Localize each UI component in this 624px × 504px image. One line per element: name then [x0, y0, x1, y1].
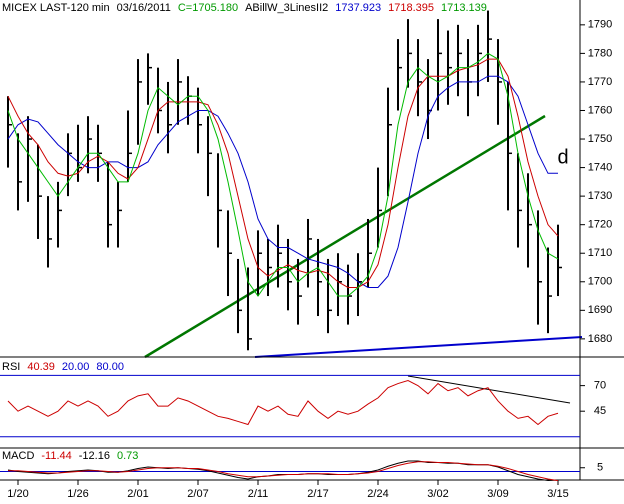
header-item: 80.00: [96, 361, 124, 373]
indicator-line: [7, 379, 559, 426]
header-item: 1718.395: [388, 2, 434, 14]
header-item: 1713.139: [441, 2, 487, 14]
y-tick-label: 1710: [588, 247, 612, 259]
x-tick-label: 2/24: [367, 488, 388, 500]
x-tick-label: 3/02: [427, 488, 448, 500]
y-tick-label: 1680: [588, 333, 612, 345]
header-item: MACD: [2, 450, 34, 462]
y-tick-label: 1790: [588, 19, 612, 31]
header-item: -12.16: [79, 450, 110, 462]
x-tick-label: 3/09: [487, 488, 508, 500]
indicator-line: [7, 75, 558, 288]
annotation: d: [557, 146, 568, 168]
header-item: C=1705.180: [178, 2, 238, 14]
y-tick-label: 1750: [588, 133, 612, 145]
x-tick-label: 1/26: [67, 488, 88, 500]
x-tick-label: 2/07: [187, 488, 208, 500]
indicator-line: [8, 461, 559, 482]
header-item: 0.73: [117, 450, 138, 462]
x-tick-label: 2/11: [248, 488, 269, 500]
header-item: ABillW_3LinesII2: [245, 2, 328, 14]
y-tick-label: 1770: [588, 76, 612, 88]
indicator-line: [7, 52, 559, 297]
header-item: 40.39: [27, 361, 55, 373]
header-item: -11.44: [41, 450, 71, 462]
y-tick-label: 1700: [588, 276, 612, 288]
y-tick-label: 1730: [588, 190, 612, 202]
x-tick-label: 3/15: [547, 488, 568, 500]
header-item: 03/16/2011: [117, 2, 171, 14]
y-tick-label: 1720: [588, 219, 612, 231]
y-tick-label: 5: [597, 462, 603, 474]
trend-line: [144, 114, 546, 359]
header-item: 20.00: [62, 361, 90, 373]
panel-header: MICEX LAST-120 min 03/16/2011 C=1705.180 AB…: [2, 2, 487, 14]
support-line: [254, 336, 583, 358]
header-item: 1737.923: [335, 2, 381, 14]
y-tick-label: 70: [594, 380, 606, 392]
panel-header: RSI 40.39 20.00 80.00: [2, 361, 124, 373]
header-item: RSI: [2, 361, 20, 373]
x-tick-label: 2/01: [127, 488, 148, 500]
x-tick-label: 2/17: [307, 488, 328, 500]
y-tick-label: 1760: [588, 104, 612, 116]
y-tick-label: 1780: [588, 47, 612, 59]
panel-header: MACD -11.44 -12.16 0.73: [2, 450, 138, 462]
header-item: MICEX LAST-120 min: [2, 2, 110, 14]
y-tick-label: 1740: [588, 161, 612, 173]
y-tick-label: 1690: [588, 304, 612, 316]
x-tick-label: 1/20: [7, 488, 28, 500]
y-tick-label: 45: [594, 405, 606, 417]
